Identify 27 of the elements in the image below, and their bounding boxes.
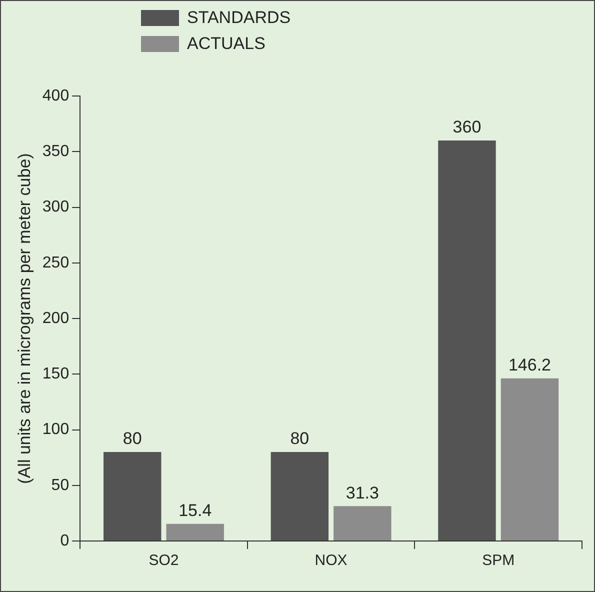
bar: [438, 140, 496, 540]
y-tick-label: 150: [42, 366, 70, 383]
data-label: 80: [290, 429, 310, 448]
y-tick-label: 300: [42, 198, 70, 216]
legend-label: ACTUALS: [187, 34, 266, 54]
y-tick-label: 250: [42, 254, 70, 272]
bar: [500, 378, 559, 540]
data-label: 146.2: [508, 356, 551, 375]
y-tick-label: 0: [60, 532, 70, 550]
y-tick-label: 200: [42, 310, 70, 327]
data-label: 15.4: [178, 501, 212, 520]
y-tick-label: 100: [42, 421, 70, 438]
data-label: 31.3: [346, 483, 379, 502]
y-tick-label: 400: [42, 87, 70, 104]
y-tick-label: 50: [51, 476, 70, 494]
data-label: 80: [122, 429, 142, 448]
bar: [334, 506, 392, 540]
legend-label: STANDARDS: [187, 8, 291, 28]
bar: [104, 452, 162, 540]
y-axis-title: (All units are in micrograms per meter cube): [14, 153, 34, 484]
bar: [270, 452, 329, 540]
y-tick-label: 350: [42, 143, 70, 160]
x-tick-label: NOX: [314, 552, 348, 570]
x-tick-label: SO2: [148, 552, 179, 570]
bar: [166, 524, 224, 540]
x-tick-label: SPM: [482, 552, 515, 570]
data-label: 360: [452, 118, 482, 137]
